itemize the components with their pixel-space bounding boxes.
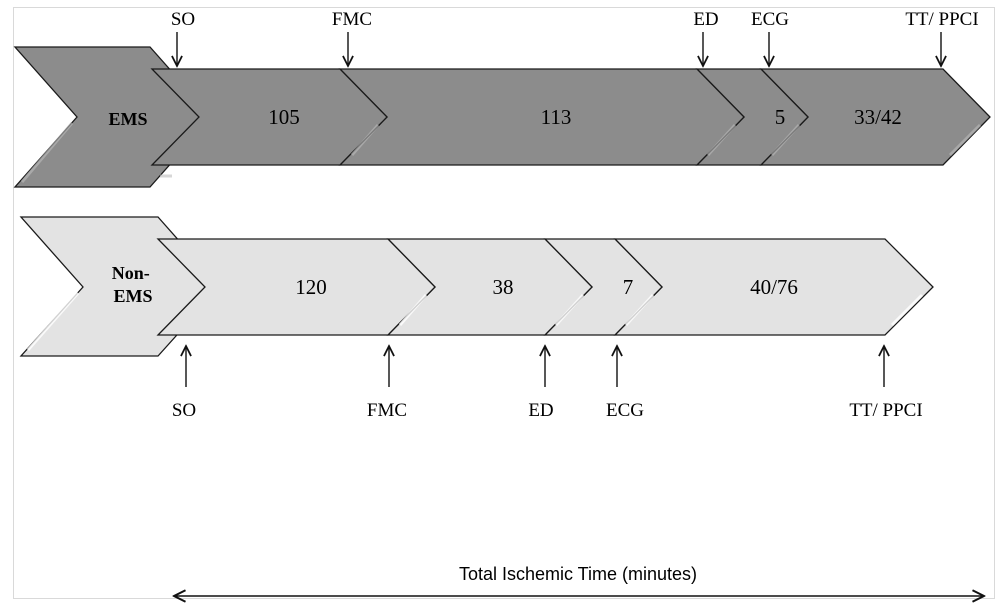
non-ems-marker-fmc-label: FMC xyxy=(367,400,407,421)
total-ischemic-time: Total Ischemic Time (minutes) xyxy=(174,564,984,596)
ems-marker-ed-label: ED xyxy=(693,9,718,30)
ems-segment-4-value: 33/42 xyxy=(854,105,902,129)
ems-marker-fmc-label: FMC xyxy=(332,9,372,30)
non-ems-marker-ecg-label: ECG xyxy=(606,400,644,421)
ems-label-chevron xyxy=(13,46,213,188)
non-ems-segment-1-value: 120 xyxy=(295,275,327,299)
non-ems-row: Non- EMS 120 38 7 40/76 SO FMC ED ECG TT… xyxy=(19,216,934,421)
ems-row: EMS 105 113 5 33/42 SO FMC ED ECG TT/ PP… xyxy=(13,9,991,188)
non-ems-highlights xyxy=(26,292,924,351)
non-ems-marker-tt-ppci-label: TT/ PPCI xyxy=(849,400,922,421)
total-ischemic-time-label: Total Ischemic Time (minutes) xyxy=(459,564,697,584)
ems-segment-1-value: 105 xyxy=(268,105,300,129)
non-ems-segment-shape-1 xyxy=(156,238,436,336)
ems-segment-3-value: 5 xyxy=(775,105,786,129)
ems-label: EMS xyxy=(108,109,147,129)
ems-highlights xyxy=(20,122,982,183)
non-ems-segment-2-value: 38 xyxy=(493,275,514,299)
ems-marker-so-label: SO xyxy=(171,9,195,30)
non-ems-label-line-2: EMS xyxy=(113,286,152,306)
non-ems-marker-so-label: SO xyxy=(172,400,196,421)
non-ems-segment-3-value: 7 xyxy=(623,275,634,299)
ems-marker-tt-ppci-label: TT/ PPCI xyxy=(905,9,978,30)
non-ems-label: Non- EMS xyxy=(112,263,155,306)
ems-segment-2-value: 113 xyxy=(541,105,572,129)
non-ems-segment-4-value: 40/76 xyxy=(750,275,798,299)
non-ems-label-line-1: Non- xyxy=(112,263,150,283)
ems-marker-ecg-label: ECG xyxy=(751,9,789,30)
non-ems-marker-ed-label: ED xyxy=(528,400,553,421)
ems-segment-shape-1 xyxy=(150,68,388,166)
